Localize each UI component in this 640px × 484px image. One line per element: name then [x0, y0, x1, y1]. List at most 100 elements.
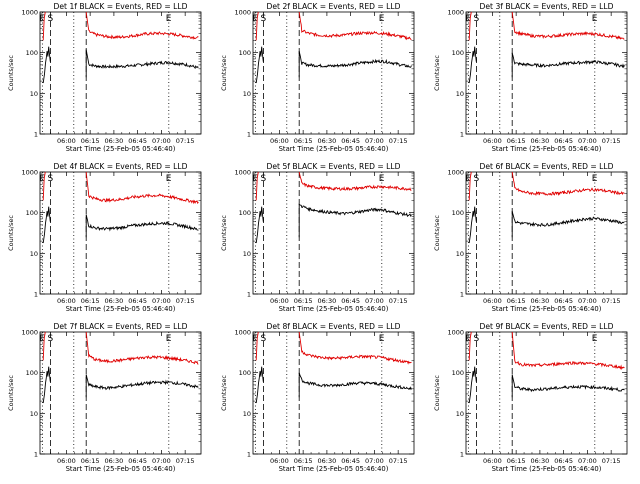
x-tick-label: 06:15 — [294, 297, 313, 305]
panel-title: Det 5f BLACK = Events, RED = LLD — [267, 162, 401, 171]
x-tick-label: 06:00 — [270, 297, 289, 305]
marker-label: S — [474, 14, 480, 24]
series-lld-early — [255, 331, 259, 361]
series-events-early — [255, 206, 264, 244]
y-tick-label: 1 — [247, 451, 251, 459]
x-tick-label: 06:45 — [554, 137, 573, 145]
chart-panel-9: Det 9f BLACK = Events, RED = LLD Counts/s… — [433, 322, 628, 473]
series-lld-early — [468, 331, 472, 361]
x-tick-label: 06:45 — [554, 457, 573, 465]
marker-label: E — [39, 14, 45, 24]
x-tick-label: 06:15 — [507, 457, 526, 465]
x-tick-label: 06:45 — [128, 297, 147, 305]
series-lld — [298, 331, 412, 365]
x-tick-label: 06:30 — [105, 137, 124, 145]
x-tick-label: 06:45 — [341, 457, 360, 465]
marker-label: E — [465, 174, 471, 184]
series-lld — [298, 11, 412, 41]
y-tick-label: 100 — [452, 369, 464, 377]
chart-panel-1: Det 1f BLACK = Events, RED = LLD Counts/s… — [7, 2, 202, 153]
series-lld — [85, 171, 199, 205]
marker-label: E — [592, 334, 598, 344]
marker-label: S — [48, 174, 54, 184]
marker-label: E — [465, 334, 471, 344]
marker-label: E — [252, 174, 258, 184]
x-tick-label: 06:00 — [483, 137, 502, 145]
y-tick-label: 1000 — [21, 329, 38, 337]
x-tick-label: 07:00 — [152, 457, 171, 465]
x-tick-label: 07:00 — [578, 297, 597, 305]
x-tick-label: 06:15 — [81, 137, 100, 145]
marker-label: E — [379, 334, 385, 344]
x-tick-label: 07:00 — [365, 297, 384, 305]
y-tick-label: 1000 — [234, 169, 251, 177]
plot-frame — [39, 11, 202, 135]
series-lld-early — [468, 11, 472, 41]
panel-title: Det 8f BLACK = Events, RED = LLD — [267, 322, 401, 331]
marker-label: E — [166, 174, 172, 184]
series-lld — [298, 171, 412, 192]
marker-label: E — [166, 334, 172, 344]
plot-frame — [39, 331, 202, 455]
series-events-early — [42, 46, 51, 84]
x-axis-label: Start Time (25-Feb-05 05:46:40) — [492, 465, 602, 473]
x-tick-label: 07:15 — [602, 297, 621, 305]
panel-title: Det 2f BLACK = Events, RED = LLD — [267, 2, 401, 11]
y-tick-label: 1000 — [234, 329, 251, 337]
y-tick-label: 10 — [243, 250, 251, 258]
x-axis-label: Start Time (25-Feb-05 05:46:40) — [279, 465, 389, 473]
chart-panel-5: Det 5f BLACK = Events, RED = LLD Counts/s… — [220, 162, 415, 313]
y-tick-label: 100 — [452, 49, 464, 57]
x-axis-label: Start Time (25-Feb-05 05:46:40) — [66, 305, 176, 313]
marker-label: E — [252, 14, 258, 24]
panel-title: Det 9f BLACK = Events, RED = LLD — [480, 322, 614, 331]
panel-title: Det 4f BLACK = Events, RED = LLD — [54, 162, 188, 171]
x-tick-label: 06:00 — [270, 457, 289, 465]
y-tick-label: 100 — [26, 369, 38, 377]
y-tick-label: 10 — [456, 250, 464, 258]
series-events-early — [468, 366, 477, 404]
series-events-early — [255, 46, 264, 84]
marker-label: S — [474, 334, 480, 344]
x-tick-label: 07:15 — [176, 137, 195, 145]
marker-label: E — [592, 174, 598, 184]
series-events-early — [42, 206, 51, 244]
y-tick-label: 100 — [239, 209, 251, 217]
plot-frame — [465, 171, 628, 295]
panel-title: Det 3f BLACK = Events, RED = LLD — [480, 2, 614, 11]
series-lld-early — [468, 171, 472, 201]
series-events — [511, 52, 625, 78]
marker-label: E — [39, 174, 45, 184]
y-tick-label: 10 — [243, 410, 251, 418]
series-events — [85, 49, 199, 78]
x-tick-label: 06:00 — [483, 297, 502, 305]
x-axis-label: Start Time (25-Feb-05 05:46:40) — [279, 305, 389, 313]
y-tick-label: 1000 — [447, 329, 464, 337]
y-tick-label: 1000 — [21, 169, 38, 177]
series-lld-early — [42, 11, 46, 41]
y-axis-label: Counts/sec — [433, 55, 441, 91]
x-tick-label: 07:15 — [389, 457, 408, 465]
x-tick-label: 07:15 — [176, 457, 195, 465]
marker-label: S — [474, 174, 480, 184]
y-tick-label: 10 — [30, 250, 38, 258]
y-axis-label: Counts/sec — [433, 215, 441, 251]
x-tick-label: 06:00 — [57, 137, 76, 145]
y-tick-label: 1 — [460, 291, 464, 299]
x-tick-label: 07:00 — [152, 137, 171, 145]
x-tick-label: 06:30 — [105, 457, 124, 465]
series-events — [298, 372, 412, 398]
y-tick-label: 1000 — [447, 9, 464, 17]
plot-frame — [39, 171, 202, 295]
series-lld — [511, 171, 625, 197]
x-axis-label: Start Time (25-Feb-05 05:46:40) — [492, 145, 602, 153]
y-tick-label: 10 — [30, 90, 38, 98]
series-events — [298, 50, 412, 78]
y-tick-label: 1 — [34, 291, 38, 299]
x-tick-label: 06:15 — [81, 457, 100, 465]
marker-label: S — [261, 174, 267, 184]
marker-label: E — [166, 14, 172, 24]
marker-label: S — [48, 14, 54, 24]
series-events — [298, 203, 412, 238]
x-tick-label: 06:15 — [294, 137, 313, 145]
